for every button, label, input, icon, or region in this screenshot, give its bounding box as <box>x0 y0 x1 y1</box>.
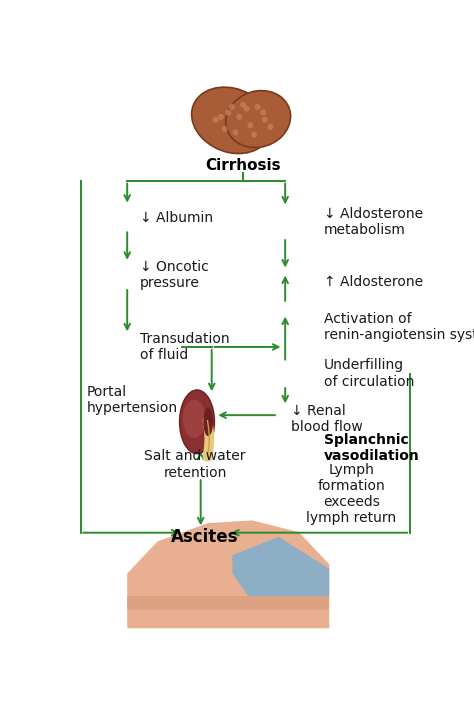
Text: ↓ Oncotic
pressure: ↓ Oncotic pressure <box>140 260 209 290</box>
Ellipse shape <box>240 102 246 108</box>
Text: ↑ Aldosterone: ↑ Aldosterone <box>324 274 423 289</box>
Ellipse shape <box>226 91 291 148</box>
Text: Transudation
of fluid: Transudation of fluid <box>140 332 230 362</box>
Text: Ascites: Ascites <box>171 528 238 546</box>
Ellipse shape <box>247 122 253 128</box>
Polygon shape <box>127 596 329 610</box>
Text: ↓ Aldosterone
metabolism: ↓ Aldosterone metabolism <box>324 207 423 238</box>
Ellipse shape <box>237 114 242 120</box>
Text: ↓ Renal
blood flow: ↓ Renal blood flow <box>291 404 363 434</box>
Text: Lymph
formation
exceeds
lymph return: Lymph formation exceeds lymph return <box>306 462 396 525</box>
Text: Salt and water
retention: Salt and water retention <box>145 449 246 480</box>
Ellipse shape <box>233 130 238 135</box>
Text: Portal
hypertension: Portal hypertension <box>87 384 178 415</box>
Ellipse shape <box>225 109 231 115</box>
Ellipse shape <box>244 106 249 112</box>
Ellipse shape <box>180 390 214 454</box>
Ellipse shape <box>251 132 257 138</box>
Polygon shape <box>127 521 329 629</box>
Ellipse shape <box>191 87 271 153</box>
Ellipse shape <box>260 109 266 115</box>
Ellipse shape <box>203 408 213 436</box>
Ellipse shape <box>255 104 261 110</box>
Ellipse shape <box>212 117 219 122</box>
Text: ↓ Albumin: ↓ Albumin <box>140 211 213 225</box>
Ellipse shape <box>262 117 268 122</box>
Text: Cirrhosis: Cirrhosis <box>205 158 281 173</box>
Ellipse shape <box>183 400 206 438</box>
Polygon shape <box>232 537 329 596</box>
Text: Activation of
renin-angiotensin system: Activation of renin-angiotensin system <box>324 312 474 342</box>
Ellipse shape <box>218 114 224 120</box>
Ellipse shape <box>267 124 273 130</box>
Ellipse shape <box>229 104 235 110</box>
Text: Underfilling
of circulation: Underfilling of circulation <box>324 359 414 389</box>
Ellipse shape <box>222 126 228 132</box>
Text: Splanchnic
vasodilation: Splanchnic vasodilation <box>324 433 419 463</box>
